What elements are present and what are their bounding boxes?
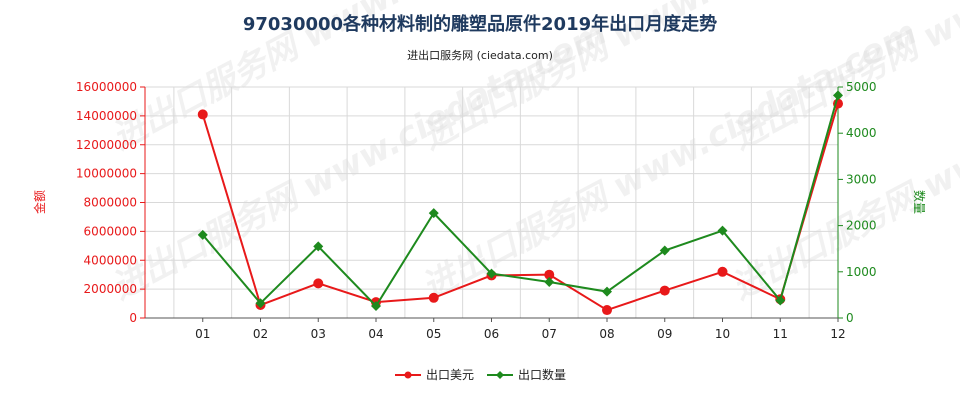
y-left-tick-label: 10000000 [76,167,137,181]
right-axis-ticks: 5000 4000 3000 2000 1000 0 [838,80,877,325]
series-line-2 [201,95,839,308]
y-right-tick-label: 2000 [846,219,877,233]
y-right-tick-label: 0 [846,311,854,325]
y-left-tick-label: 4000000 [84,253,137,267]
y-left-tick-label: 2000000 [84,282,137,296]
y-left-tick-label: 0 [129,311,137,325]
series-point-2 [371,300,381,311]
legend-swatch-marker [404,371,412,379]
series-point-2 [602,286,612,297]
series-point-1 [313,278,324,289]
legend-item[interactable]: 出口美元 [395,368,474,382]
y-axis-right-title: 数量 [912,190,927,214]
legend[interactable]: 出口美元 出口数量 [395,367,566,382]
series-point-2 [197,229,208,240]
x-tick-label: 03 [311,327,326,341]
grid [145,86,839,319]
y-left-tick-label: 12000000 [76,138,137,152]
y-right-tick-label: 5000 [846,80,877,94]
series-point-1 [659,285,670,296]
series-point-2 [428,208,439,219]
series-point-2 [659,245,670,256]
y-right-tick-label: 3000 [846,172,877,186]
watermark-text: 进出口服务网 www.ciedata.com [725,0,960,158]
series-point-2 [544,276,555,287]
legend-item[interactable]: 出口数量 [487,367,566,382]
chart-title: 97030000各种材料制的雕塑品原件2019年出口月度走势 [243,13,717,35]
y-axis-left-title: 金额 [32,190,47,214]
x-tick-label: 06 [484,327,499,341]
x-tick-label: 09 [657,327,672,341]
series-point-2 [486,268,497,279]
series-point-2 [833,90,843,101]
series-line-1 [201,103,839,312]
chart-subtitle: 进出口服务网 (ciedata.com) [407,48,553,62]
y-left-tick-label: 6000000 [84,224,137,238]
x-tick-label: 02 [253,327,268,341]
y-right-tick-label: 4000 [846,126,877,140]
x-tick-label: 08 [599,327,614,341]
x-tick-label: 05 [426,327,441,341]
series-point-1 [428,292,439,303]
x-tick-label: 01 [195,327,210,341]
series-point-2 [313,241,324,252]
series-point-1 [602,305,612,316]
x-tick-label: 11 [773,327,788,341]
legend-label: 出口数量 [518,367,566,382]
series-point-2 [717,225,728,236]
y-left-tick-label: 16000000 [76,80,137,94]
x-tick-label: 12 [830,327,845,341]
left-axis-ticks: 16000000 14000000 12000000 10000000 8000000 6… [76,80,145,325]
series-point-1 [717,266,728,277]
legend-swatch-marker [496,371,504,379]
series-layer [197,90,843,316]
series-point-2 [255,298,266,309]
x-tick-label: 07 [542,327,557,341]
x-tick-label: 04 [368,327,383,341]
x-axis-ticks: 01 02 03 04 05 06 07 08 09 10 11 12 [195,318,846,341]
series-point-1 [544,269,555,280]
legend-label: 出口美元 [426,368,474,382]
series-point-1 [197,109,208,120]
y-right-tick-label: 1000 [846,265,877,279]
y-left-tick-label: 14000000 [76,109,137,123]
series-point-2 [775,295,786,306]
x-tick-label: 10 [715,327,730,341]
y-left-tick-label: 8000000 [84,196,137,210]
